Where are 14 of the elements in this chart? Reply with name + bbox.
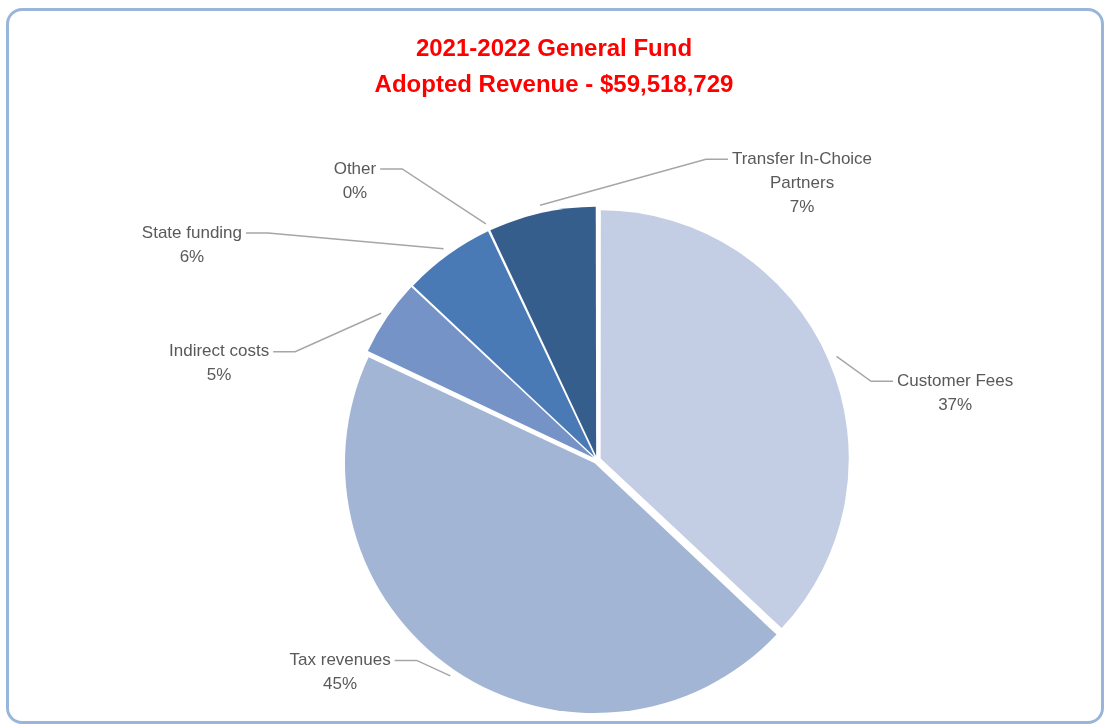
slice-label: State funding — [141, 222, 243, 242]
text: 0% — [342, 182, 368, 202]
chart-title: 2021-2022 General Fund — [414, 33, 694, 63]
data-label: 37% — [938, 395, 973, 414]
chart-subtitle: Adopted Revenue - $59,518,729 — [373, 69, 735, 99]
category-label: Other — [333, 158, 377, 178]
slice-label: Tax revenues — [289, 650, 391, 670]
slice-label: Customer Fees — [897, 371, 1014, 390]
data-label: 5% — [206, 365, 232, 385]
slice-label: Transfer In-Choice Partners — [731, 149, 873, 193]
data-label: 45% — [323, 674, 358, 694]
slice-label: Indirect costs — [169, 341, 270, 361]
data-label: 7% — [789, 197, 815, 217]
data-label: 6% — [179, 246, 205, 266]
